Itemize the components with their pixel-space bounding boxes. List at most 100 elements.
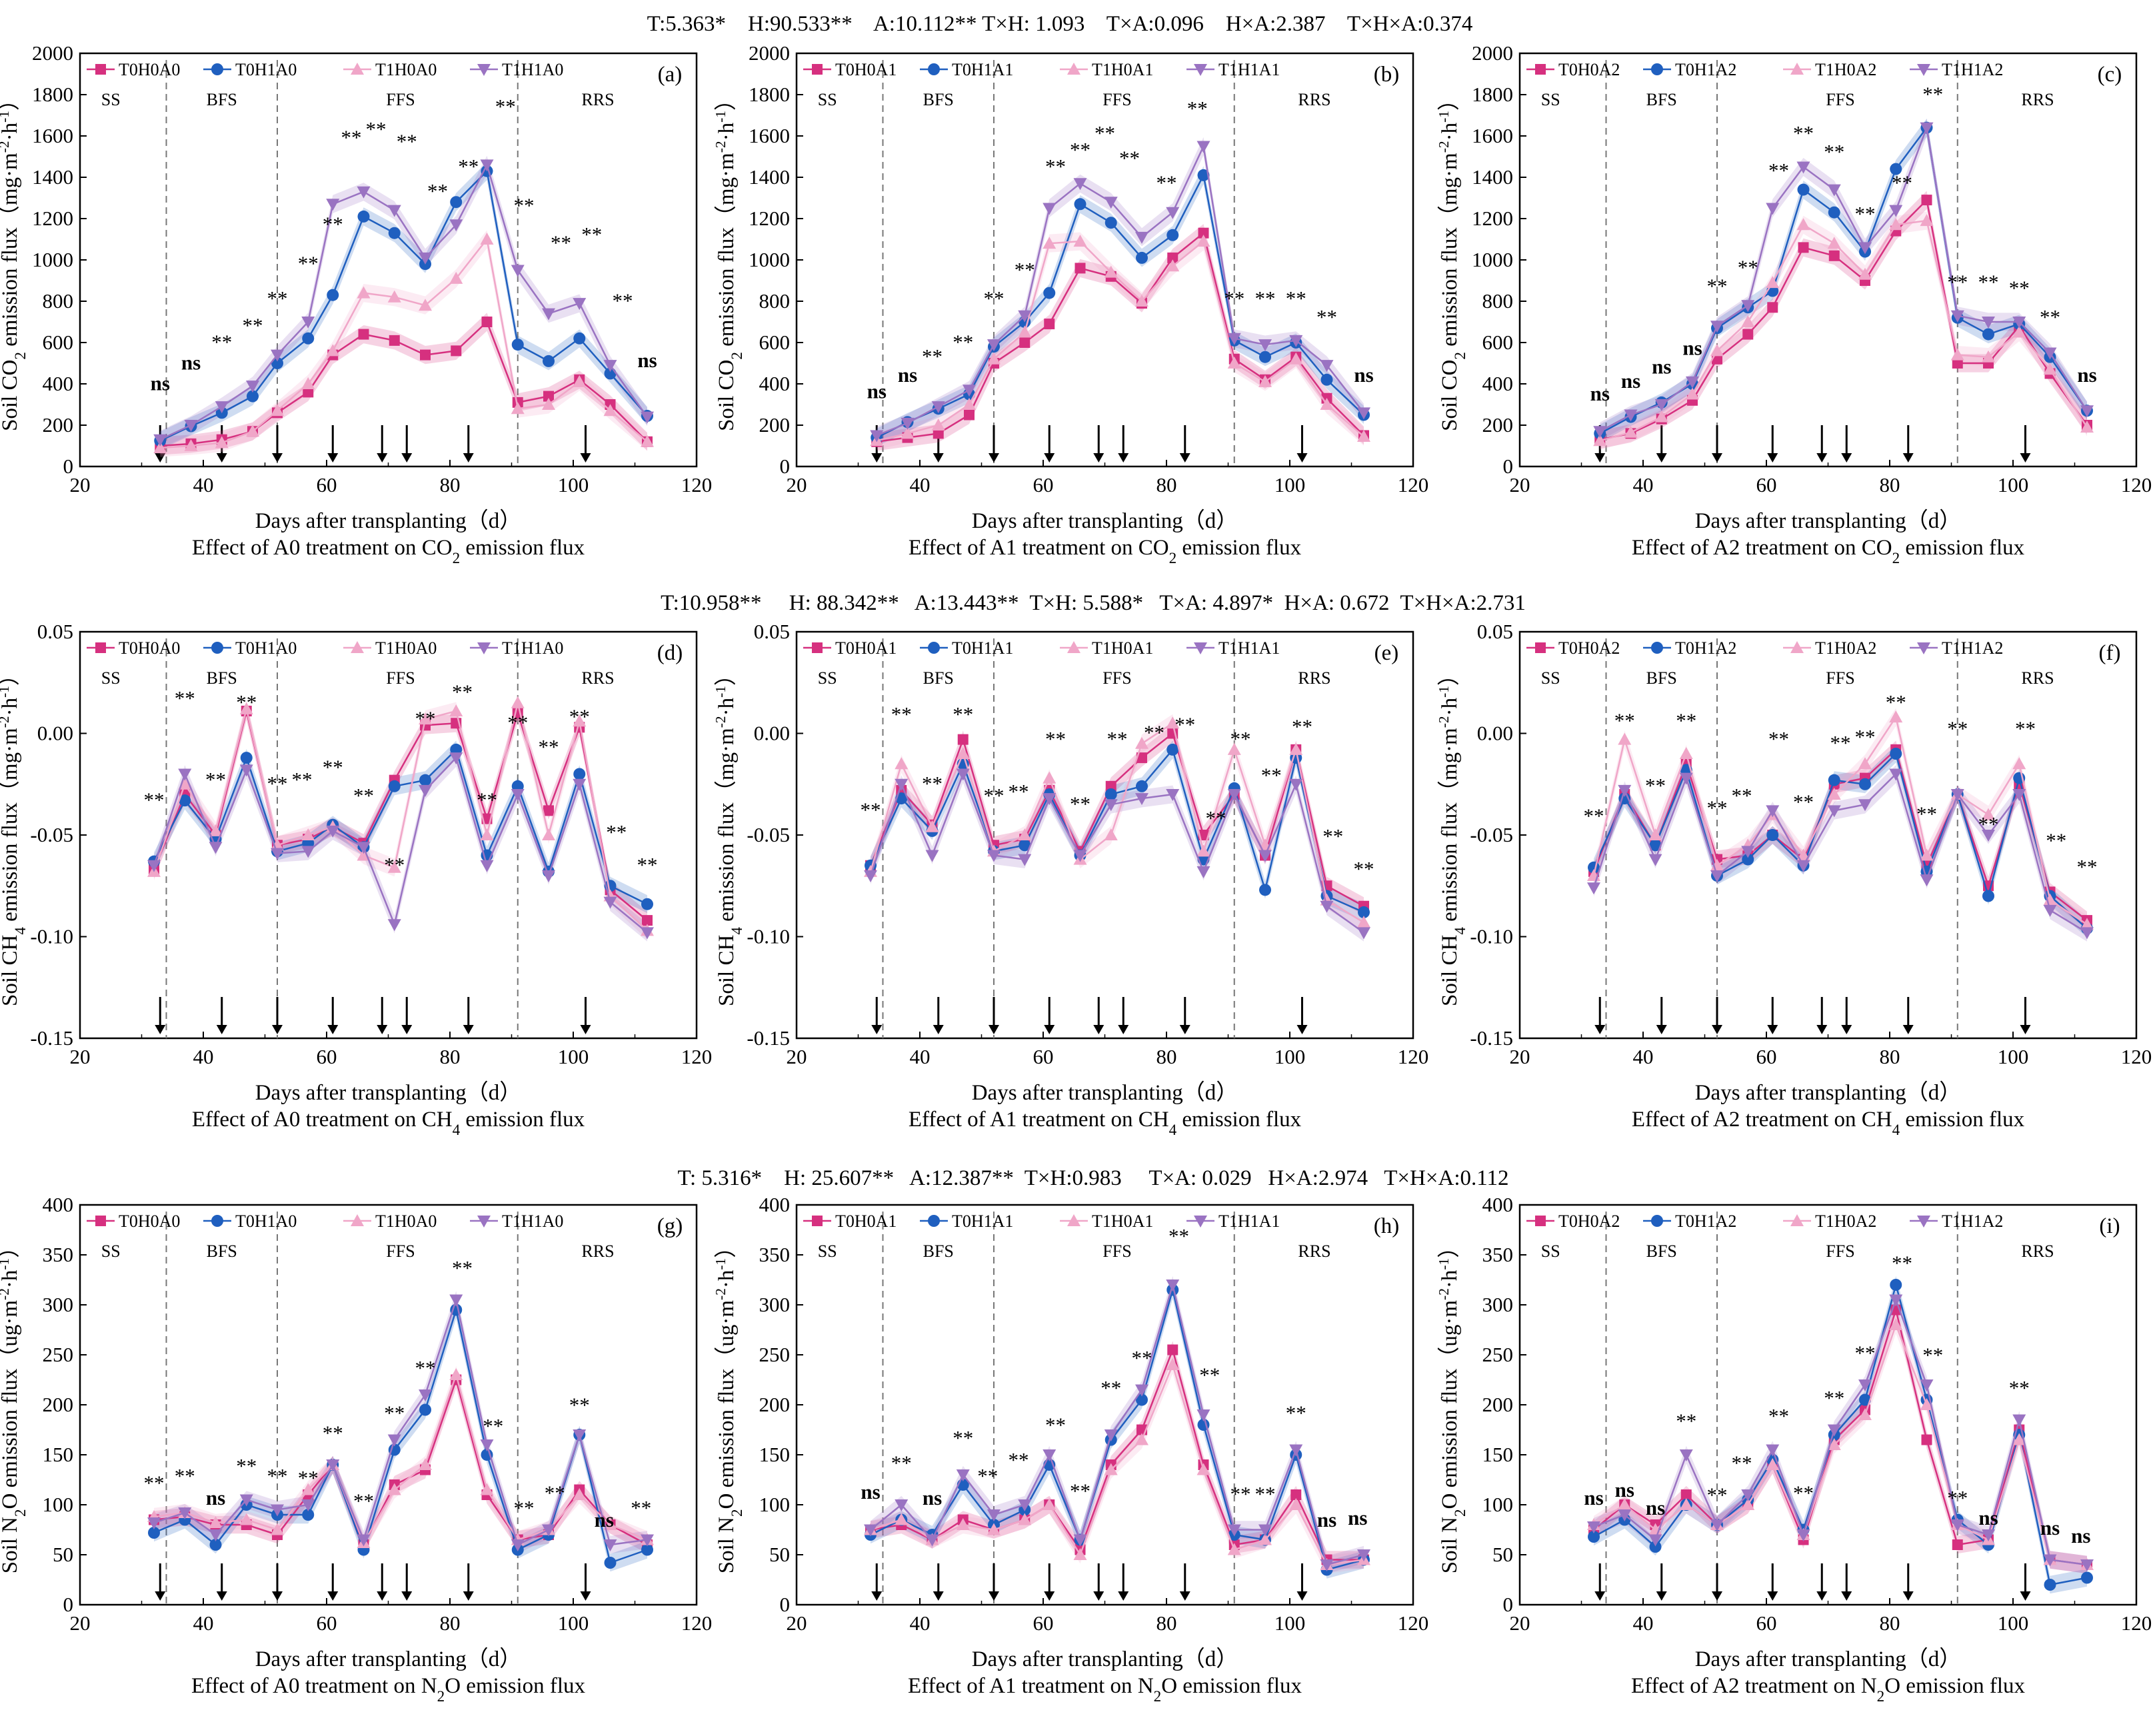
data-point-T0H1A0 bbox=[604, 1557, 617, 1569]
legend: T0H0A2 T0H1A2 T1H0A2 T1H1A2 bbox=[1526, 60, 2003, 79]
significance-label: ** bbox=[2046, 828, 2066, 852]
arrow-head bbox=[463, 1025, 474, 1034]
data-point-T1H0A1 bbox=[1289, 1498, 1303, 1510]
arrow-head bbox=[1816, 453, 1828, 462]
data-point-T1H1A0 bbox=[357, 1534, 371, 1547]
legend-label-T1H1A1: T1H1A1 bbox=[1218, 60, 1280, 79]
arrow-head bbox=[580, 1591, 591, 1601]
data-point-T0H1A0 bbox=[209, 1539, 222, 1551]
data-point-T1H0A1 bbox=[1043, 771, 1057, 784]
y-tick-label: 0.05 bbox=[754, 620, 790, 643]
data-point-T1H1A1 bbox=[1166, 1280, 1180, 1292]
legend-label-T0H0A1: T0H0A1 bbox=[835, 60, 897, 79]
data-point-T1H0A2 bbox=[1796, 218, 1810, 231]
y-tick-label: 1000 bbox=[32, 248, 73, 271]
data-point-T1H0A2 bbox=[1920, 848, 1934, 861]
chart-panel-b: 0 200 400 600 800 1000 1200 1400 1600 1800 2000 20 4… bbox=[713, 41, 1428, 566]
arrow-head bbox=[1179, 1591, 1190, 1601]
data-point-T0H0A2 bbox=[1680, 1489, 1692, 1500]
x-axis-label: Days after transplanting（d） bbox=[255, 509, 522, 533]
significance-label: ** bbox=[1322, 824, 1343, 848]
panel-label: (e) bbox=[1374, 641, 1399, 665]
arrow-head bbox=[272, 1591, 283, 1601]
x-tick-label: 120 bbox=[681, 1045, 713, 1068]
significance-label: ** bbox=[1886, 690, 1906, 714]
arrow-head bbox=[1296, 1591, 1308, 1601]
panel-subtitle: Effect of A1 treatment on CO2 emission f… bbox=[909, 536, 1302, 566]
data-point-T0H1A1 bbox=[1166, 229, 1179, 241]
y-tick-label: 1600 bbox=[1472, 124, 1513, 147]
arrow-head bbox=[1179, 453, 1190, 462]
significance-label: ** bbox=[1187, 97, 1208, 120]
significance-label: ** bbox=[545, 1481, 565, 1505]
stage-label: BFS bbox=[207, 668, 237, 688]
y-tick-label: 250 bbox=[759, 1343, 791, 1366]
legend-label-T1H0A2: T1H0A2 bbox=[1815, 60, 1876, 79]
arrow-head bbox=[1712, 453, 1722, 462]
data-point-T0H1A1 bbox=[1259, 884, 1271, 896]
data-point-T0H1A0 bbox=[271, 357, 283, 369]
stage-label: SS bbox=[1541, 668, 1560, 688]
data-point-T1H0A1 bbox=[1018, 325, 1032, 338]
panel-label: (c) bbox=[2098, 63, 2122, 87]
data-point-T0H0A1 bbox=[933, 428, 944, 439]
data-point-T1H1A1 bbox=[1018, 310, 1032, 323]
y-tick-label: 200 bbox=[759, 413, 791, 436]
data-point-T0H1A2 bbox=[2081, 1571, 2093, 1584]
significance-label: ** bbox=[1174, 712, 1195, 736]
significance-label: ** bbox=[1855, 725, 1876, 748]
data-point-T0H0A2 bbox=[1828, 250, 1840, 261]
significance-label: ** bbox=[1199, 1363, 1220, 1387]
significance-label: ** bbox=[1107, 727, 1128, 750]
significance-label: ** bbox=[1793, 1481, 1814, 1505]
x-tick-label: 120 bbox=[1398, 1045, 1429, 1068]
legend-label-T0H0A1: T0H0A1 bbox=[835, 1212, 897, 1231]
significance-label: ** bbox=[292, 768, 313, 791]
data-point-T1H1A2 bbox=[1710, 870, 1724, 882]
data-point-T0H1A0 bbox=[179, 794, 191, 807]
data-point-T1H1A2 bbox=[2080, 1559, 2094, 1571]
plot-frame bbox=[79, 630, 698, 1040]
data-point-T1H1A2 bbox=[1796, 161, 1810, 174]
data-point-T1H0A2 bbox=[1889, 1318, 1903, 1330]
significance-label: ** bbox=[397, 130, 417, 153]
significance-label: ** bbox=[922, 345, 943, 368]
data-point-T1H0A2 bbox=[2012, 1433, 2026, 1445]
data-point-T1H1A0 bbox=[511, 265, 525, 277]
data-point-T0H1A1 bbox=[1019, 839, 1031, 852]
arrow-head bbox=[216, 1025, 227, 1034]
data-point-T0H1A1 bbox=[1074, 198, 1086, 211]
data-point-T0H1A2 bbox=[1588, 1531, 1600, 1543]
data-point-T1H0A2 bbox=[1741, 1498, 1755, 1510]
significance-label: ** bbox=[861, 798, 881, 822]
data-point-T1H0A0 bbox=[271, 1523, 284, 1535]
data-point-T1H1A0 bbox=[573, 1429, 587, 1441]
data-point-T0H0A1 bbox=[957, 734, 969, 745]
data-point-T0H1A0 bbox=[419, 1403, 431, 1416]
chart-panel-d: -0.15 -0.10 -0.05 0.00 0.05 20 40 60 80 100 120 SS B… bbox=[0, 620, 712, 1138]
data-point-T1H1A0 bbox=[178, 1507, 192, 1519]
significance-label: ns bbox=[2077, 363, 2096, 387]
arrow-head bbox=[1712, 1025, 1722, 1034]
stage-label: FFS bbox=[1826, 90, 1854, 109]
arrow-head bbox=[1767, 1591, 1778, 1601]
data-point-T1H1A1 bbox=[864, 870, 877, 882]
data-point-T1H1A1 bbox=[864, 1524, 877, 1537]
data-point-T1H0A1 bbox=[895, 1513, 909, 1525]
data-point-T0H1A1 bbox=[1136, 780, 1148, 792]
arrow-head bbox=[989, 1591, 999, 1601]
data-point-T1H0A2 bbox=[1624, 425, 1638, 438]
data-point-T1H1A2 bbox=[2080, 405, 2094, 418]
data-point-T0H0A0 bbox=[543, 805, 554, 816]
data-point-T1H0A1 bbox=[1104, 1463, 1118, 1475]
significance-label: ** bbox=[144, 788, 165, 811]
significance-label: ** bbox=[236, 690, 257, 714]
arrow-head bbox=[401, 1025, 413, 1034]
legend-marker-T0H1A1 bbox=[928, 63, 940, 75]
significance-label: ns bbox=[923, 1486, 942, 1509]
significance-label: ** bbox=[514, 1496, 535, 1519]
ci-band-T0H1A2 bbox=[1600, 119, 2087, 442]
significance-label: ** bbox=[1676, 708, 1696, 732]
data-point-T1H1A0 bbox=[480, 1439, 494, 1451]
data-point-T1H1A1 bbox=[987, 850, 1001, 862]
